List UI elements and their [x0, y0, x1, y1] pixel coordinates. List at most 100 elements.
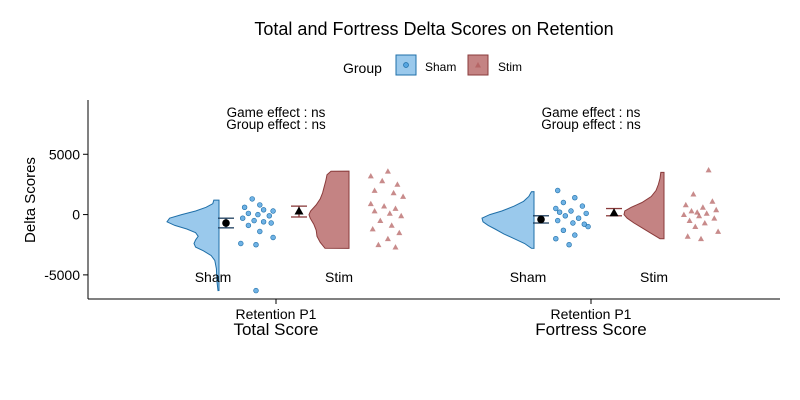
density-sham	[481, 191, 535, 249]
data-point	[556, 209, 563, 215]
mean-marker	[609, 208, 619, 217]
legend-item-stim: Stim	[467, 54, 522, 76]
data-point	[251, 217, 257, 224]
data-point	[682, 201, 689, 208]
density-stim	[308, 170, 350, 249]
mean-marker	[294, 206, 304, 215]
y-tick-label: 5000	[49, 146, 80, 162]
data-point	[392, 205, 399, 211]
data-point	[371, 187, 378, 193]
data-point	[253, 287, 259, 294]
data-point	[562, 213, 568, 219]
data-point	[266, 213, 272, 219]
data-point	[400, 193, 407, 199]
annotation: Game effect : ns	[227, 105, 326, 120]
data-point	[553, 205, 559, 212]
data-point	[698, 235, 704, 242]
group-label-sham: Sham	[195, 269, 232, 285]
data-point	[554, 187, 561, 194]
group-stim: Stim	[606, 167, 722, 285]
data-point	[260, 207, 267, 213]
data-point	[572, 232, 578, 238]
data-point	[260, 219, 267, 225]
data-point	[245, 210, 252, 217]
density-sham	[166, 199, 220, 292]
data-point	[711, 215, 718, 221]
data-point	[253, 242, 259, 248]
data-point	[392, 244, 399, 250]
data-point	[705, 167, 712, 173]
data-point	[572, 195, 578, 201]
data-point	[703, 210, 710, 216]
data-point	[566, 242, 572, 248]
data-point	[270, 208, 276, 214]
legend: Group Sham Stim	[343, 54, 522, 76]
group-label-stim: Stim	[325, 269, 353, 285]
data-point	[684, 233, 691, 239]
data-point	[560, 199, 567, 206]
data-point	[270, 234, 276, 241]
data-point	[581, 221, 587, 227]
data-point	[375, 241, 382, 248]
annotation: Group effect : ns	[541, 117, 641, 132]
data-point	[257, 228, 263, 235]
data-point	[709, 198, 716, 204]
data-point	[715, 228, 722, 234]
mean-marker	[537, 215, 545, 224]
data-point	[388, 222, 395, 228]
data-point	[245, 222, 252, 229]
x-tick-label: Retention P1	[236, 306, 317, 322]
annotation: Game effect : ns	[542, 105, 641, 120]
data-point	[390, 189, 397, 196]
data-point	[377, 217, 384, 223]
data-point	[575, 215, 582, 221]
density-stim	[623, 171, 665, 240]
legend-title: Group	[343, 60, 382, 76]
data-point	[696, 212, 703, 219]
data-point	[241, 204, 248, 211]
data-point	[255, 211, 261, 218]
data-point	[686, 217, 693, 223]
group-sham: Sham	[481, 187, 591, 285]
legend-label-stim: Stim	[498, 60, 522, 74]
data-point	[371, 208, 378, 214]
data-point	[585, 223, 591, 230]
legend-label-sham: Sham	[425, 60, 456, 74]
data-point	[560, 227, 567, 234]
data-point	[381, 203, 388, 209]
data-point	[553, 236, 559, 242]
data-point	[579, 203, 586, 209]
group-label-sham: Sham	[510, 269, 547, 285]
data-point	[238, 240, 244, 247]
data-point	[688, 208, 695, 214]
data-point	[384, 168, 391, 174]
data-point	[268, 220, 274, 226]
data-point	[554, 217, 561, 224]
data-point	[713, 206, 720, 213]
group-label-stim: Stim	[640, 269, 668, 285]
data-point	[680, 211, 687, 217]
panel-title: Total Score	[233, 320, 318, 339]
y-tick-label: -5000	[44, 267, 80, 283]
data-point	[568, 208, 574, 214]
data-point	[367, 173, 374, 179]
data-point	[690, 191, 697, 197]
data-point	[699, 204, 706, 210]
data-point	[398, 212, 405, 219]
x-tick-label: Retention P1	[551, 306, 632, 322]
legend-marker-stim	[475, 62, 481, 68]
data-point	[240, 215, 246, 221]
group-stim: Stim	[291, 168, 407, 285]
data-point	[367, 200, 374, 207]
legend-item-sham: Sham	[395, 54, 456, 76]
legend-marker-sham	[403, 62, 409, 68]
data-point	[379, 177, 386, 184]
data-point	[386, 210, 393, 216]
y-tick-label: 0	[72, 207, 80, 223]
data-point	[369, 226, 376, 232]
data-point	[570, 220, 576, 226]
